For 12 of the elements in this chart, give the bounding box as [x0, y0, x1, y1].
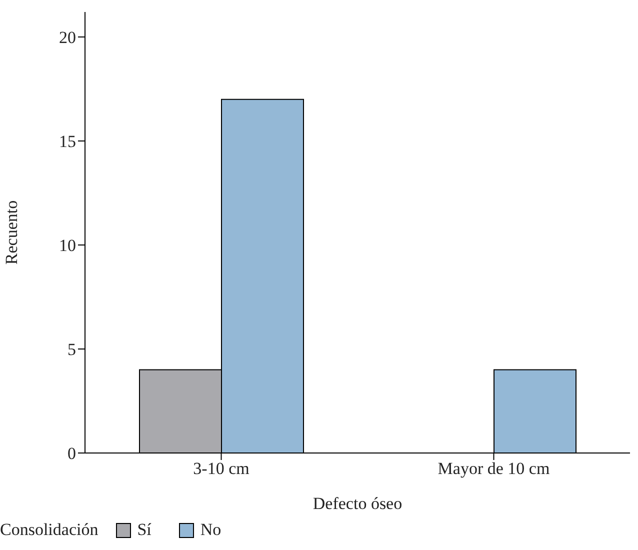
y-tick-label: 15	[59, 132, 76, 152]
y-tick-label: 10	[59, 236, 76, 256]
x-axis-title: Defecto óseo	[312, 494, 402, 513]
y-tick-label: 5	[68, 340, 76, 360]
legend-label: Sí	[137, 520, 152, 540]
y-tick-label: 20	[59, 28, 76, 47]
x-tick-label: Mayor de 10 cm	[438, 459, 550, 478]
legend-title: Consolidación	[0, 520, 98, 540]
legend-label: No	[200, 520, 222, 540]
y-axis-title: Recuento	[2, 200, 22, 265]
y-tick-label: 0	[68, 444, 76, 464]
x-tick-label: 3-10 cm	[193, 459, 250, 478]
